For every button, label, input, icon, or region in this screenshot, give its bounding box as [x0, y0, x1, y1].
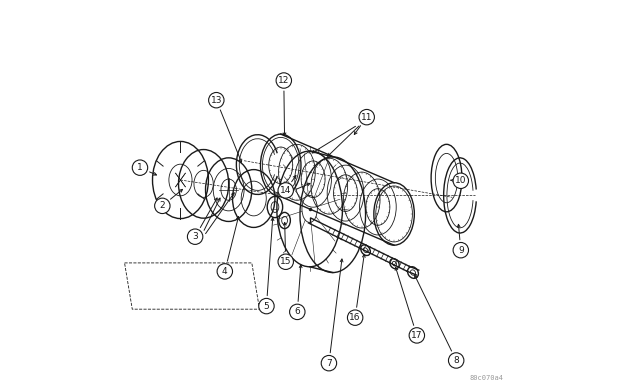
- Circle shape: [132, 160, 148, 175]
- Circle shape: [155, 198, 170, 214]
- Text: 6: 6: [295, 307, 300, 317]
- Circle shape: [359, 110, 374, 125]
- Circle shape: [217, 264, 233, 279]
- Circle shape: [278, 254, 293, 269]
- Circle shape: [259, 298, 274, 314]
- Text: 7: 7: [326, 359, 332, 368]
- Circle shape: [187, 229, 203, 245]
- Circle shape: [276, 73, 292, 88]
- Text: 11: 11: [361, 113, 372, 122]
- Text: 10: 10: [455, 176, 466, 185]
- Text: 3: 3: [192, 232, 198, 241]
- Text: 4: 4: [222, 267, 228, 276]
- Circle shape: [448, 353, 464, 368]
- Circle shape: [409, 328, 424, 343]
- Text: 8: 8: [453, 356, 459, 365]
- Circle shape: [278, 183, 293, 198]
- Text: 5: 5: [263, 301, 270, 311]
- Text: 17: 17: [411, 331, 423, 340]
- Text: 80c070a4: 80c070a4: [469, 375, 503, 380]
- Circle shape: [321, 355, 337, 371]
- Text: 1: 1: [137, 163, 143, 172]
- Circle shape: [453, 243, 468, 258]
- Circle shape: [347, 310, 363, 325]
- Text: 16: 16: [349, 313, 361, 322]
- Text: 2: 2: [159, 201, 165, 211]
- Text: 13: 13: [211, 96, 222, 104]
- Text: 15: 15: [280, 257, 292, 266]
- Text: 14: 14: [280, 186, 292, 195]
- Text: 9: 9: [458, 246, 464, 255]
- Text: 12: 12: [278, 76, 290, 85]
- Circle shape: [290, 304, 305, 320]
- Circle shape: [453, 173, 468, 188]
- Circle shape: [209, 92, 224, 108]
